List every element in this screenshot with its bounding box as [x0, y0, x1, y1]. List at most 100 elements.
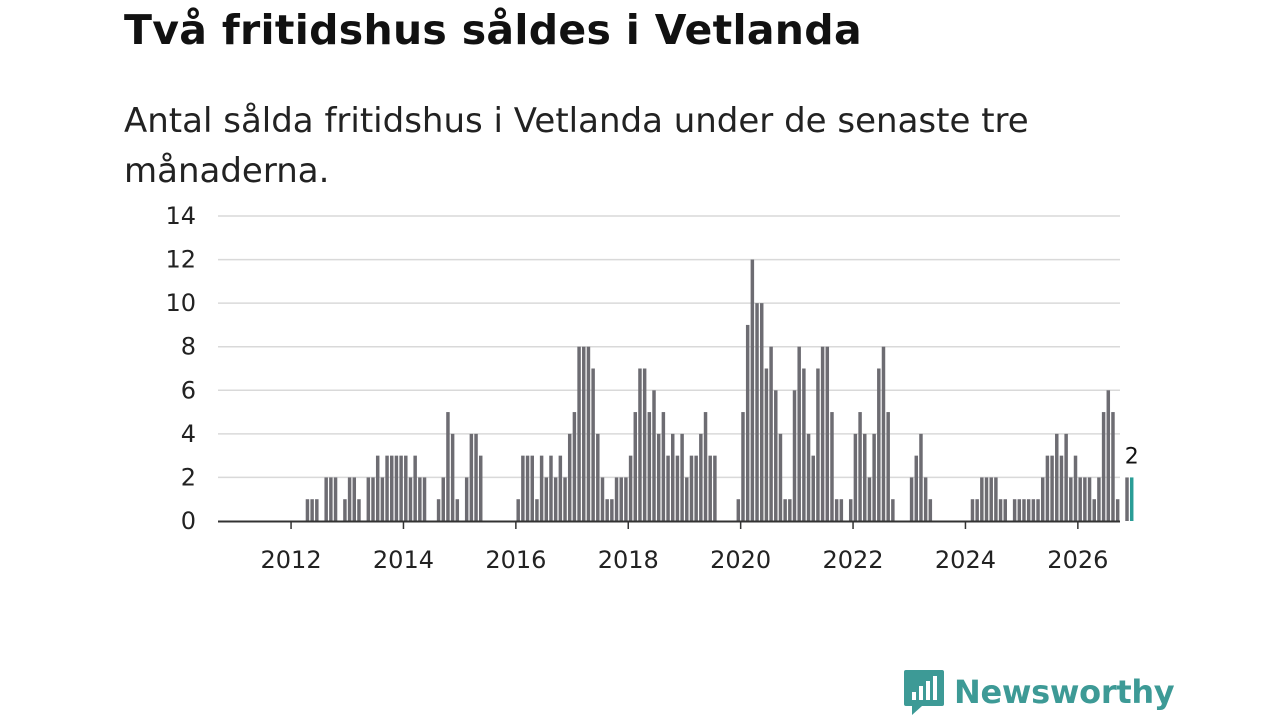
- bar: [586, 346, 591, 521]
- bar: [1097, 477, 1101, 521]
- bar: [1036, 499, 1040, 521]
- bar: [1111, 412, 1115, 521]
- x-tick-label-2022: 2022: [823, 546, 884, 574]
- bar: [919, 433, 923, 521]
- bar: [1064, 433, 1068, 521]
- bar: [802, 368, 806, 521]
- bar: [1031, 499, 1036, 521]
- bar: [624, 477, 628, 521]
- bar: [975, 499, 979, 521]
- bar: [736, 499, 741, 521]
- y-tick-label-2: 2: [181, 463, 196, 491]
- bar: [680, 433, 684, 521]
- bar: [685, 477, 689, 521]
- bar: [764, 368, 769, 521]
- x-tick-label-2014: 2014: [373, 546, 434, 574]
- bar: [867, 477, 872, 521]
- bar: [567, 433, 572, 521]
- bar: [923, 477, 928, 521]
- bar: [1003, 499, 1007, 521]
- bar: [357, 499, 361, 521]
- x-tick-label-2016: 2016: [485, 546, 546, 574]
- bar: [886, 412, 890, 521]
- bar: [619, 477, 623, 521]
- bar: [745, 324, 750, 521]
- y-tick-label-4: 4: [181, 420, 196, 448]
- bars: [305, 259, 1134, 521]
- labels: 0 2 4 6 8 10 12 14 2 2012 2014 2016 2018 2020 2022 2024…: [165, 202, 1138, 574]
- bar: [984, 477, 989, 521]
- bar: [455, 499, 460, 521]
- bar: [713, 455, 717, 521]
- bar: [750, 259, 755, 521]
- bar: [656, 433, 661, 521]
- bar: [1059, 455, 1064, 521]
- bar: [778, 433, 783, 521]
- bar: [375, 455, 380, 521]
- bar: [1012, 499, 1017, 521]
- bar: [675, 455, 680, 521]
- bar: [558, 455, 563, 521]
- bar: [769, 346, 773, 521]
- bar: [329, 477, 333, 521]
- bar: [305, 499, 310, 521]
- bar: [549, 455, 553, 521]
- bar: [652, 390, 656, 521]
- y-tick-label-14: 14: [165, 202, 196, 230]
- bar: [380, 477, 385, 521]
- bar: [1087, 477, 1092, 521]
- bar: [1017, 499, 1022, 521]
- newsworthy-logo: Newsworthy: [902, 668, 1175, 716]
- y-tick-label-12: 12: [165, 246, 196, 274]
- bar: [774, 390, 778, 521]
- bar: [638, 368, 642, 521]
- bar: [741, 412, 745, 521]
- bar: [591, 368, 595, 521]
- bar: [324, 477, 328, 521]
- bar: [1050, 455, 1054, 521]
- bar: [881, 346, 886, 521]
- newsworthy-logo-icon: [904, 670, 944, 715]
- bar: [614, 477, 619, 521]
- bar: [980, 477, 984, 521]
- bar: [853, 433, 858, 521]
- bar: [825, 346, 830, 521]
- x-tick-label-2024: 2024: [935, 546, 996, 574]
- x-tick-label-2026: 2026: [1047, 546, 1108, 574]
- x-tick-label-2018: 2018: [598, 546, 659, 574]
- bar: [797, 346, 801, 521]
- bar: [909, 477, 914, 521]
- bar: [891, 499, 895, 521]
- bar: [1083, 477, 1087, 521]
- bar: [535, 499, 539, 521]
- bar: [703, 412, 708, 521]
- brand-name: Newsworthy: [954, 673, 1175, 711]
- bar: [408, 477, 413, 521]
- bar: [315, 499, 319, 521]
- bar: [572, 412, 577, 521]
- bar: [839, 499, 844, 521]
- bar: [474, 433, 478, 521]
- bar: [1073, 455, 1078, 521]
- bar: [877, 368, 881, 521]
- bar: [446, 412, 450, 521]
- bar: [464, 477, 469, 521]
- bar: [806, 433, 811, 521]
- bar: [858, 412, 862, 521]
- bar: [661, 412, 666, 521]
- bar: [600, 477, 605, 521]
- y-tick-label-10: 10: [165, 289, 196, 317]
- bar: [834, 499, 839, 521]
- bar: [863, 433, 867, 521]
- bar: [994, 477, 998, 521]
- bar: [1125, 477, 1129, 521]
- bar: [1022, 499, 1026, 521]
- bar: [422, 477, 427, 521]
- bar: [436, 499, 441, 521]
- bar: [1045, 455, 1050, 521]
- bar: [830, 412, 834, 521]
- bar: [783, 499, 787, 521]
- bar: [352, 477, 357, 521]
- bar: [633, 412, 638, 521]
